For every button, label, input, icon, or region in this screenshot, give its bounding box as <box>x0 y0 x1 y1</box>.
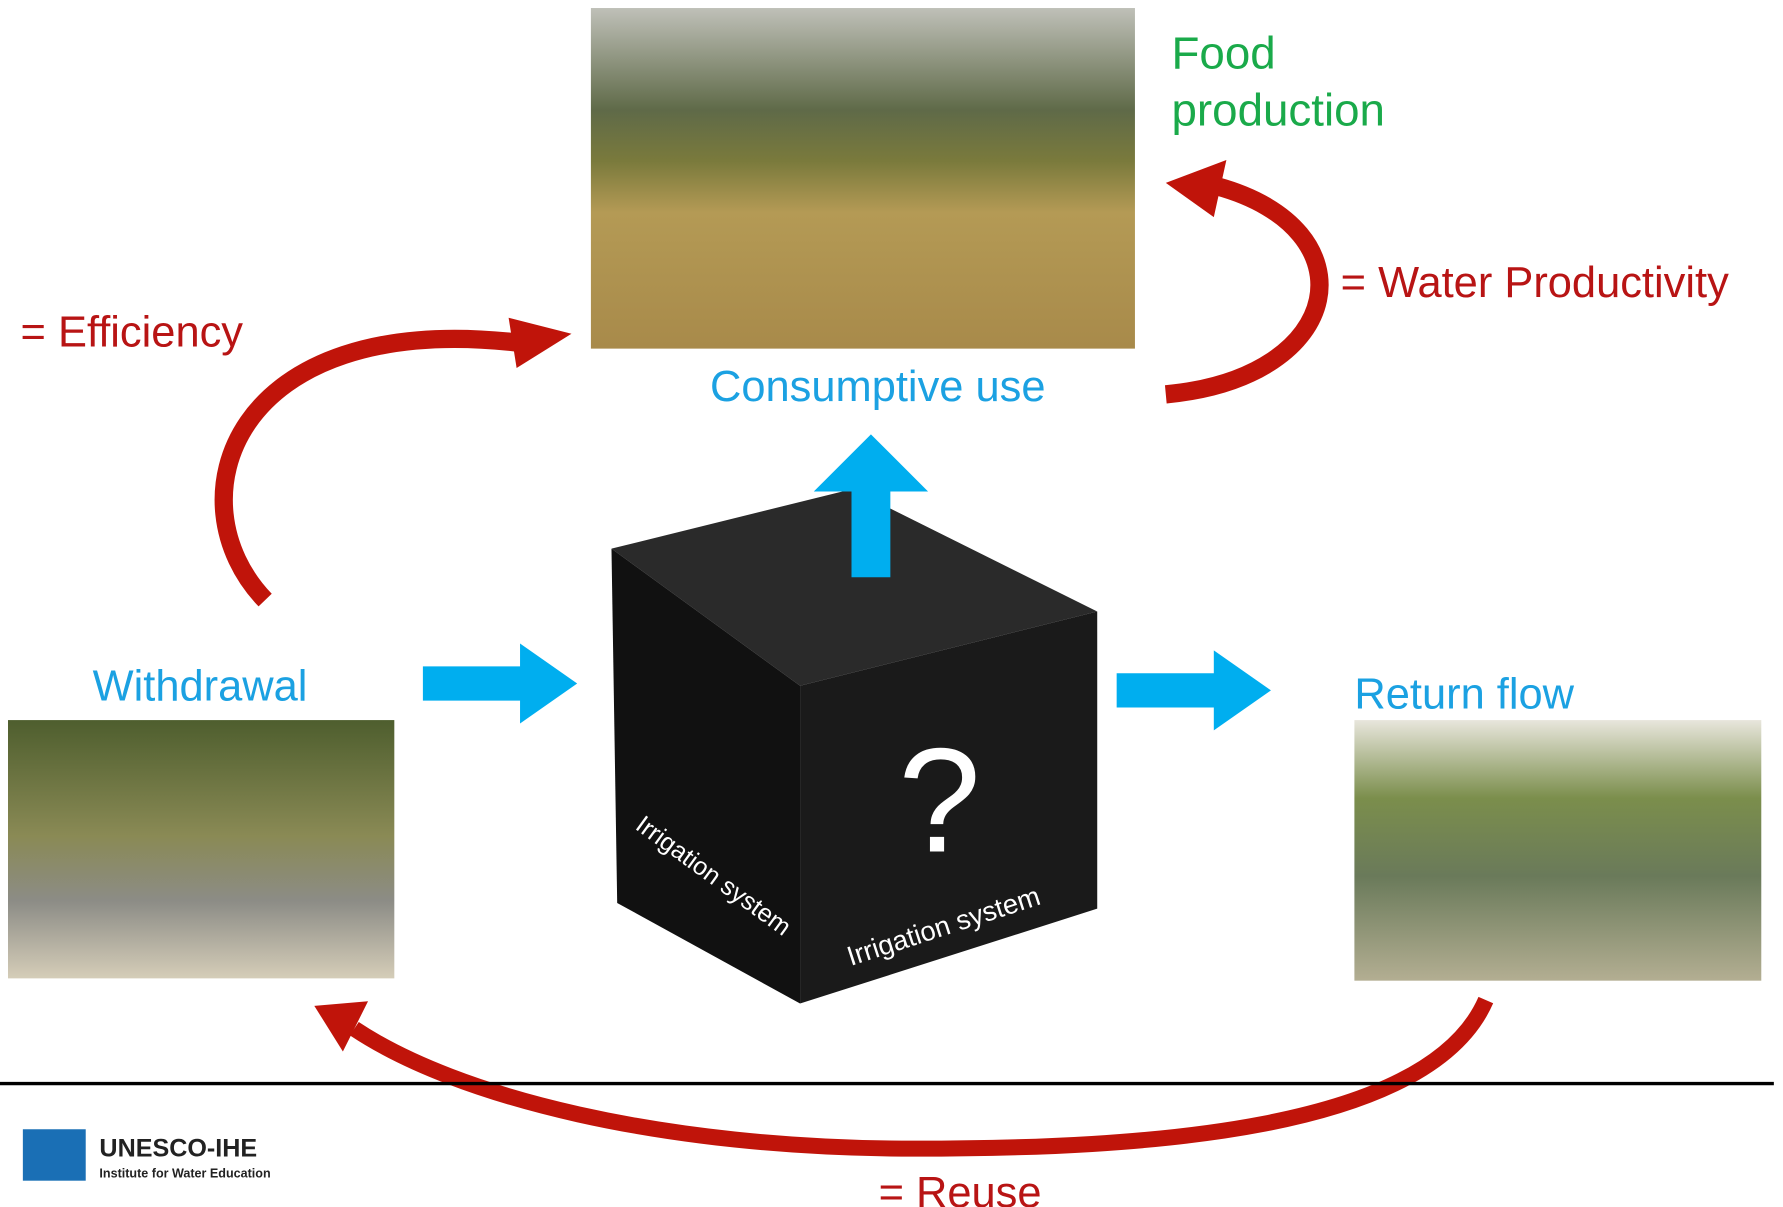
efficiency-label: = Efficiency <box>21 308 244 356</box>
pump-photo <box>8 720 394 978</box>
canal-photo <box>1354 720 1761 981</box>
slide: Food production = Water Productivity = E… <box>0 0 1783 1207</box>
food-label: Food <box>1172 28 1276 79</box>
productivity-arrow <box>1166 186 1320 394</box>
in-arrow <box>423 644 577 724</box>
question-mark: ? <box>898 718 981 884</box>
efficiency-arrow <box>224 339 520 600</box>
out-arrow <box>1117 650 1271 730</box>
return-flow-label: Return flow <box>1354 671 1574 719</box>
food-label: production <box>1172 85 1385 136</box>
logo-subtitle: Institute for Water Education <box>99 1166 270 1180</box>
water-productivity-label: = Water Productivity <box>1341 259 1729 307</box>
logo-icon <box>23 1129 86 1180</box>
withdrawal-label: Withdrawal <box>93 663 308 711</box>
logo-name: UNESCO-IHE <box>99 1135 257 1163</box>
consumptive-use-label: Consumptive use <box>710 363 1045 411</box>
field-photo <box>591 8 1135 349</box>
productivity-arrowhead <box>1166 160 1227 217</box>
efficiency-arrowhead <box>509 318 572 368</box>
reuse-arrow <box>354 1000 1486 1149</box>
reuse-label: = Reuse <box>879 1169 1042 1207</box>
